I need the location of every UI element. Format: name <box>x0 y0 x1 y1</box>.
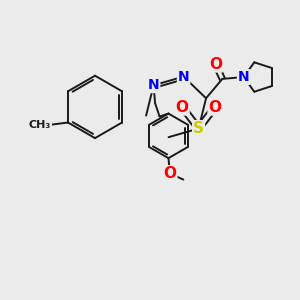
Text: O: O <box>209 57 222 72</box>
Text: CH₃: CH₃ <box>29 120 51 130</box>
Text: O: O <box>208 100 221 115</box>
Text: N: N <box>148 78 159 92</box>
Text: O: O <box>176 100 189 115</box>
Text: N: N <box>178 70 189 84</box>
Text: O: O <box>164 166 176 181</box>
Text: N: N <box>238 70 249 84</box>
Text: S: S <box>193 121 204 136</box>
